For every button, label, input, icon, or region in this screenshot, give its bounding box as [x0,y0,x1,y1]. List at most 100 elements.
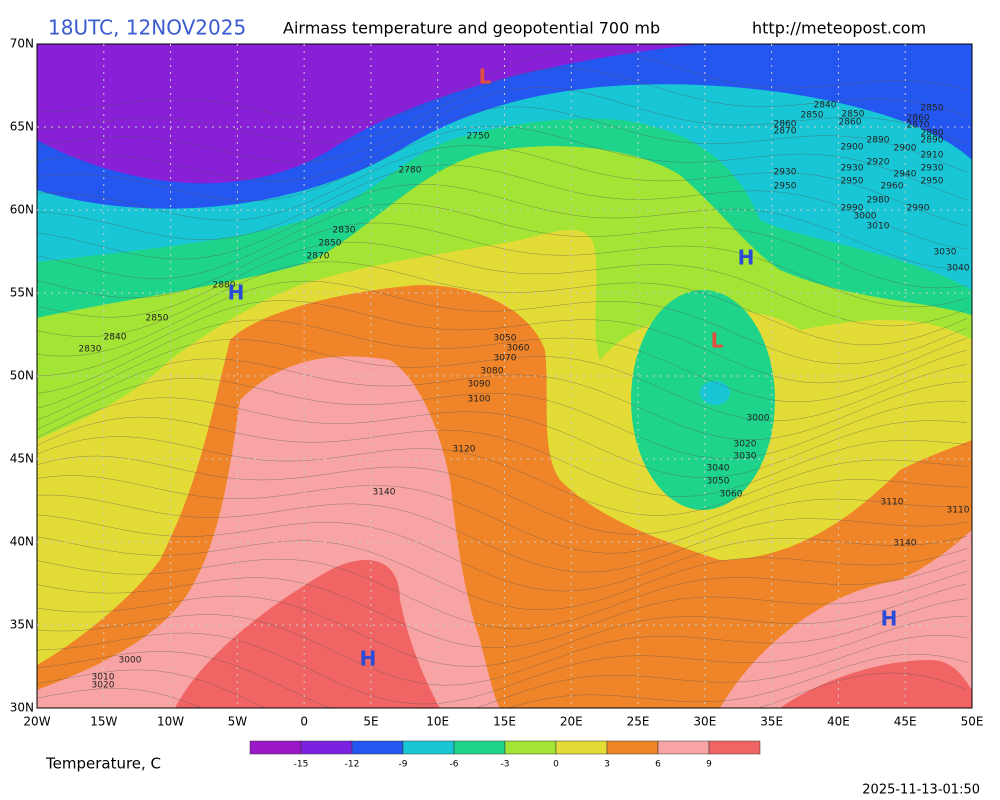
isoline [37,570,968,648]
contour-label: 3100 [468,395,491,405]
isoline [37,222,968,308]
isoline [37,48,968,124]
isoline [37,672,968,708]
isoline [37,280,968,365]
colorbar-tick-label: -9 [399,760,408,770]
contour-label: 3020 [734,440,757,450]
isoline [37,635,968,708]
pressure-center: H [738,246,755,270]
timestamp: 2025-11-13-01:50 [862,783,980,798]
isoline [37,416,968,497]
contour-label: 3060 [507,344,530,354]
contour-label: 2830 [333,226,356,236]
region-red [175,560,972,708]
contour-label: 2860 [839,118,862,128]
isoline [37,583,968,667]
contour-label: 3020 [92,681,115,691]
colorbar-box [555,740,608,755]
contour-label: 2910 [921,151,944,161]
region-cyan-low [700,381,730,405]
colorbar-box [606,740,659,755]
lon-label: 20E [560,715,583,729]
isoline [37,455,968,535]
colorbar-box [300,740,353,755]
contour-label: 3000 [854,212,877,222]
lon-label: 20W [23,715,50,729]
contour-label: 2950 [841,177,864,187]
isoline [37,319,968,403]
lon-label: 15E [493,715,516,729]
colorbar-tick-label: -15 [294,760,309,770]
contour-label: 2870 [307,252,330,262]
contour-label: 3030 [934,248,957,258]
isoline [37,339,968,422]
isoline [37,436,968,516]
contour-label: 2840 [814,101,837,111]
contour-label: 2940 [894,170,917,180]
pressure-center: H [228,281,245,305]
contour-label: 2860 [774,120,797,130]
lat-label: 65N [10,120,34,134]
isoline [37,397,968,478]
isoline [37,242,968,327]
pressure-center: H [881,607,898,631]
colorbar-box [351,740,404,755]
colorbar-box [708,740,761,755]
isoline [37,598,968,686]
isoline [37,87,968,163]
lon-label: 5W [228,715,248,729]
contour-label: 3110 [947,506,970,516]
contour-label: 2990 [907,204,930,214]
contour-label: 3140 [894,539,917,549]
map-title: Airmass temperature and geopotential 700… [283,19,660,38]
time-label: 18UTC, 12NOV2025 [48,16,246,40]
lat-label: 50N [10,369,34,383]
legend-title: Temperature, C [45,755,161,773]
contour-label: 2890 [921,136,944,146]
colorbar-box [657,740,710,755]
lon-label: 45E [894,715,917,729]
isoline [37,494,968,573]
lat-label: 60N [10,203,34,217]
contour-label: 3110 [881,498,904,508]
lat-label: 30N [10,701,34,715]
lon-label: 10W [157,715,184,729]
contour-label: 2990 [841,204,864,214]
contour-label: 2850 [801,111,824,121]
contour-label: 2870 [907,121,930,131]
colorbar-tick-label: 0 [553,760,559,770]
lat-label: 55N [10,286,34,300]
isoline [37,300,968,384]
contour-label: 2950 [921,177,944,187]
contour-label: 3140 [373,488,396,498]
isoline [37,514,968,592]
colorbar-tick-label: 6 [655,760,661,770]
contour-label: 3040 [947,264,970,274]
isolines [37,48,968,708]
contour-label: 2850 [319,239,342,249]
contour-label: 2850 [921,104,944,114]
contour-label: 2750 [467,132,490,142]
contour-label: 3040 [707,464,730,474]
lat-label: 35N [10,618,34,632]
contour-label: 2880 [213,281,236,291]
pressure-center: L [479,65,492,89]
contour-label: 3120 [453,445,476,455]
isoline [37,358,968,440]
contour-label: 2850 [146,314,169,324]
contour-label: 3070 [494,354,517,364]
contour-label: 3030 [734,452,757,462]
pressure-center: H [360,647,377,671]
contour-label: 2930 [921,164,944,174]
contour-label: 2960 [881,182,904,192]
lat-label: 45N [10,452,34,466]
lon-label: 30E [693,715,716,729]
contour-label: 2870 [774,127,797,137]
isoline [37,145,968,227]
isoline [37,377,968,460]
isoline [37,475,968,554]
lon-label: 0 [300,715,308,729]
contour-label: 2880 [921,129,944,139]
isoline [37,125,968,202]
